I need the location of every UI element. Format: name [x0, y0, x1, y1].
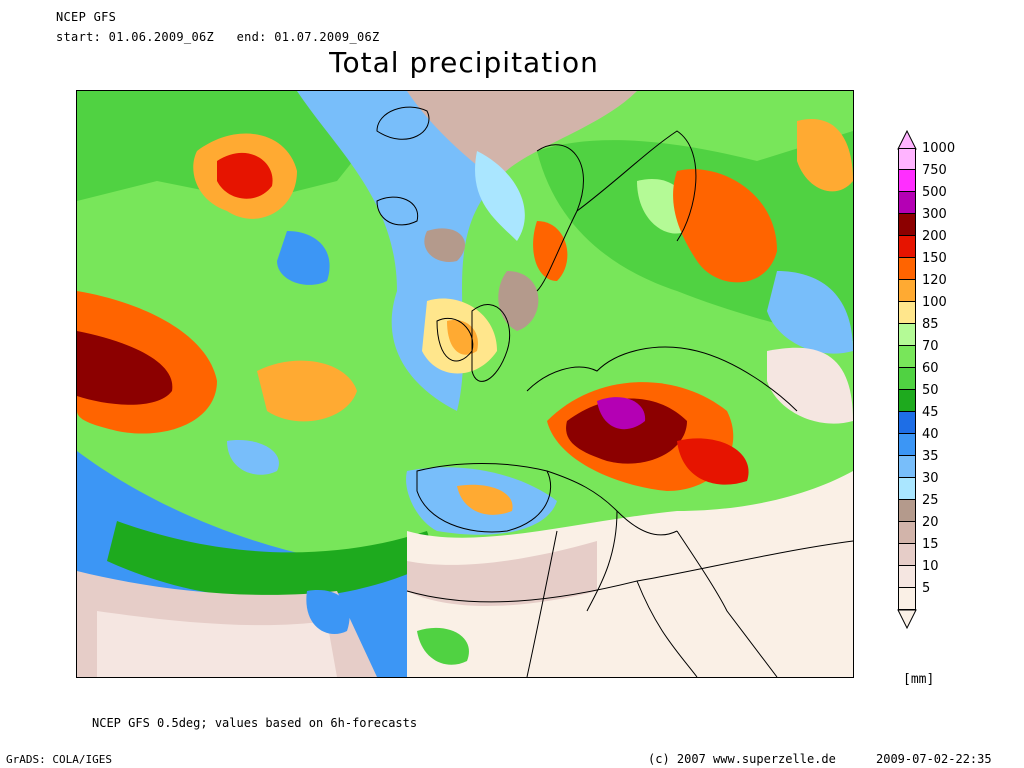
northeast-max: [797, 119, 853, 192]
legend-bottom-arrow: [897, 609, 917, 629]
timestamp: 2009-07-02-22:35: [876, 752, 992, 766]
legend-swatch: [898, 522, 916, 544]
norwegian-sea-field: [407, 91, 637, 181]
legend-label: 45: [922, 405, 939, 420]
legend-swatch: [898, 368, 916, 390]
iberia-max: [457, 484, 513, 515]
model-label: NCEP GFS: [56, 10, 117, 24]
legend-label: 120: [922, 273, 947, 288]
legend-label: 200: [922, 229, 947, 244]
legend-swatch: [898, 566, 916, 588]
legend-label: 30: [922, 471, 939, 486]
model-note: NCEP GFS 0.5deg; values based on 6h-fore…: [92, 716, 418, 730]
precipitation-map[interactable]: [76, 90, 854, 678]
legend-swatch: [898, 324, 916, 346]
legend-label: 500: [922, 185, 947, 200]
legend-swatch: [898, 390, 916, 412]
software-credit: GrADS: COLA/IGES: [6, 753, 112, 766]
legend-label: 25: [922, 493, 939, 508]
subtropical-green-band: [107, 521, 437, 599]
legend-unit: [mm]: [903, 672, 935, 687]
legend-top-arrow: [897, 130, 917, 150]
legend-swatch: [898, 346, 916, 368]
legend-swatch: [898, 280, 916, 302]
atlantic-secondary-max: [257, 360, 357, 422]
legend-label: 85: [922, 317, 939, 332]
legend-label: 40: [922, 427, 939, 442]
subtropic-dry-core: [97, 611, 337, 677]
legend-swatch: [898, 544, 916, 566]
map-title: Total precipitation: [329, 46, 599, 79]
legend-label: 750: [922, 163, 947, 178]
legend-label: 10: [922, 559, 939, 574]
east-dry-zone: [767, 347, 853, 424]
legend-label: 35: [922, 449, 939, 464]
norway-coast-max: [533, 221, 568, 281]
legend-swatch: [898, 500, 916, 522]
copyright: (c) 2007 www.superzelle.de: [648, 752, 836, 766]
azores-blue-patch: [227, 440, 279, 475]
legend-swatch: [898, 192, 916, 214]
legend-swatch: [898, 588, 916, 610]
russia-blue-patch: [767, 271, 853, 354]
color-legend: 1000 750 500 300 200 150 120 100 85 70 60 50 45 40 35 3…: [890, 130, 1010, 630]
atlantic-blue-patch: [277, 231, 330, 285]
dry-patch-north-sea: [498, 271, 539, 331]
legend-swatch: [898, 456, 916, 478]
legend-label: 300: [922, 207, 947, 222]
alps-core: [597, 397, 646, 430]
legend-label: 15: [922, 537, 939, 552]
legend-swatch: [898, 148, 916, 170]
legend-label: 5: [922, 581, 931, 596]
legend-swatch: [898, 478, 916, 500]
legend-label: 50: [922, 383, 939, 398]
legend-swatch: [898, 302, 916, 324]
legend-swatch: [898, 258, 916, 280]
legend-swatch: [898, 236, 916, 258]
legend-swatch: [898, 170, 916, 192]
greenland-max: [217, 152, 273, 199]
faroe-field: [475, 151, 525, 241]
russia-max-field: [673, 169, 777, 283]
legend-label: 20: [922, 515, 939, 530]
atlantic-max-core: [77, 331, 173, 405]
precipitation-field: [77, 91, 853, 677]
balkans-max: [677, 438, 749, 485]
canary-patch: [306, 590, 350, 635]
legend-label: 100: [922, 295, 947, 310]
north-africa-field: [407, 471, 853, 677]
legend-label: 150: [922, 251, 947, 266]
period-label: start: 01.06.2009_06Z end: 01.07.2009_06…: [56, 30, 380, 44]
british-isles-max: [447, 320, 478, 355]
legend-swatch: [898, 214, 916, 236]
west-africa-patch: [417, 627, 469, 665]
legend-swatch: [898, 412, 916, 434]
legend-label: 1000: [922, 141, 956, 156]
alps-max: [566, 398, 687, 464]
legend-swatch: [898, 434, 916, 456]
dry-patch-west: [424, 228, 466, 262]
north-africa-light-band: [407, 541, 597, 606]
legend-label: 70: [922, 339, 939, 354]
coastlines: [376, 106, 853, 677]
legend-label: 60: [922, 361, 939, 376]
